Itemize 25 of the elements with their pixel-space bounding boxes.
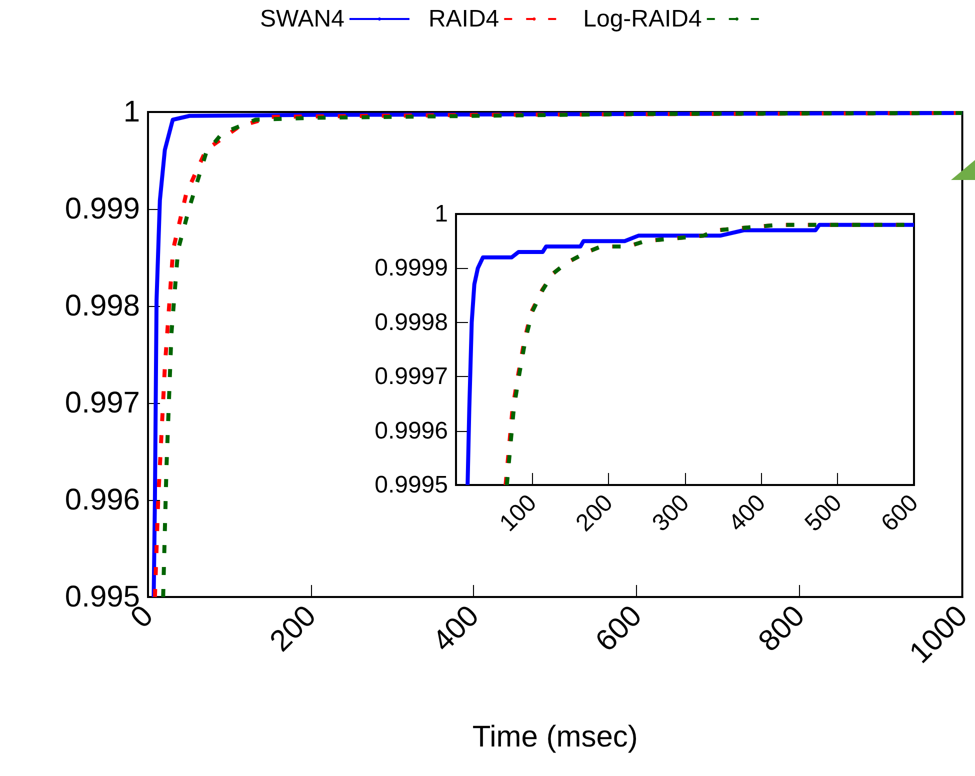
x-tick-label: 400 xyxy=(723,489,771,537)
x-tick-label: 800 xyxy=(752,599,812,658)
y-tick-label: 0.997 xyxy=(64,386,140,420)
x-tick-label: 400 xyxy=(426,599,486,658)
x-tick-label: 600 xyxy=(590,599,648,658)
y-tick-label: 0.9999 xyxy=(374,254,448,282)
x-tick-label: 300 xyxy=(647,489,695,537)
legend-label: Log-RAID4 xyxy=(583,6,702,32)
x-tick-label: 100 xyxy=(494,489,542,537)
y-tick-label: 0.998 xyxy=(64,290,140,322)
x-tick-label: 200 xyxy=(570,489,618,537)
y-tick-label: 0.9998 xyxy=(374,308,448,336)
x-tick-label: 200 xyxy=(264,599,323,658)
y-tick-label: 0.999 xyxy=(64,192,140,226)
legend-label: RAID4 xyxy=(428,6,500,32)
x-axis-title: Time (msec) xyxy=(472,720,638,754)
y-tick-label: 0.9997 xyxy=(374,363,448,390)
legend-label: SWAN4 xyxy=(260,6,344,32)
x-tick-label: 600 xyxy=(876,489,924,537)
y-tick-label: 0.9996 xyxy=(374,417,448,444)
y-tick-label: 1 xyxy=(434,200,448,228)
x-tick-label: 500 xyxy=(800,489,848,537)
y-tick-label: 1 xyxy=(123,96,140,128)
y-tick-label: 0.996 xyxy=(64,484,140,516)
y-tick-label: 0.9995 xyxy=(374,472,448,498)
